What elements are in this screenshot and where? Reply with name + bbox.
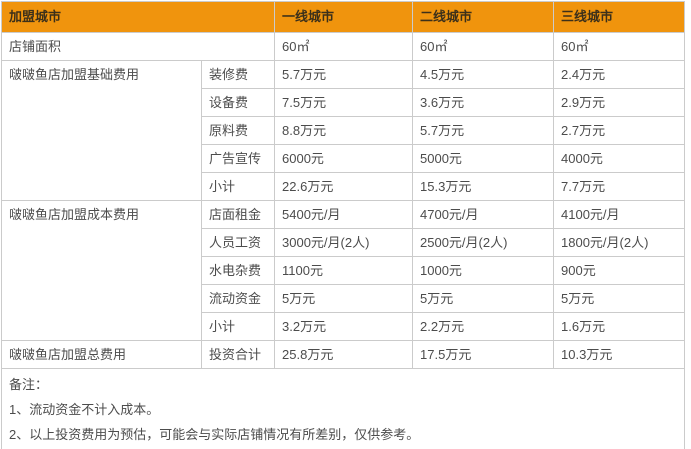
value-cell: 60㎡ [412, 32, 555, 61]
value-cell: 3.6万元 [412, 88, 555, 117]
value-cell: 4000元 [553, 144, 686, 173]
value-cell: 60㎡ [274, 32, 414, 61]
value-cell: 17.5万元 [412, 340, 555, 369]
value-cell: 4.5万元 [412, 60, 555, 89]
table-row: 设备费 7.5万元 3.6万元 2.9万元 [2, 88, 686, 117]
item-label: 投资合计 [200, 340, 276, 369]
header-tier2-city: 二线城市 [412, 1, 555, 33]
item-label: 水电杂费 [200, 256, 276, 285]
table-row: 小计 22.6万元 15.3万元 7.7万元 [2, 172, 686, 201]
value-cell: 5万元 [553, 284, 686, 313]
value-cell: 5000元 [412, 144, 555, 173]
value-cell: 10.3万元 [553, 340, 686, 369]
value-cell: 2.9万元 [553, 88, 686, 117]
shop-area-row: 店铺面积 60㎡ 60㎡ 60㎡ [0, 32, 686, 61]
notes-item-2: 2、以上投资费用为预估，可能会与实际店铺情况有所差别，仅供参考。 [9, 427, 420, 442]
value-cell: 900元 [553, 256, 686, 285]
header-tier3-city: 三线城市 [553, 1, 686, 33]
section-label-cost-fees: 啵啵鱼店加盟成本费用 [1, 200, 202, 341]
value-cell: 5.7万元 [412, 116, 555, 145]
table-row: 原料费 8.8万元 5.7万元 2.7万元 [2, 116, 686, 145]
header-tier1-city: 一线城市 [274, 1, 414, 33]
notes-title: 备注： [9, 377, 49, 392]
value-cell: 6000元 [274, 144, 414, 173]
value-cell: 2.2万元 [412, 312, 555, 341]
section-label-basic-fees: 啵啵鱼店加盟基础费用 [1, 60, 202, 201]
table-row: 流动资金 5万元 5万元 5万元 [2, 284, 686, 313]
value-cell: 5.7万元 [274, 60, 414, 89]
value-cell: 5万元 [412, 284, 555, 313]
item-label: 小计 [200, 312, 276, 341]
value-cell: 60㎡ [553, 32, 686, 61]
value-cell: 15.3万元 [412, 172, 555, 201]
value-cell: 1000元 [412, 256, 555, 285]
value-cell: 2.4万元 [553, 60, 686, 89]
table-row: 水电杂费 1100元 1000元 900元 [2, 256, 686, 285]
header-row: 加盟城市 一线城市 二线城市 三线城市 [0, 1, 686, 33]
value-cell: 4700元/月 [412, 200, 555, 229]
value-cell: 1100元 [274, 256, 414, 285]
total-row: 啵啵鱼店加盟总费用 投资合计 25.8万元 17.5万元 10.3万元 [1, 340, 686, 369]
table-row: 啵啵鱼店加盟基础费用 装修费 5.7万元 4.5万元 2.4万元 [1, 60, 686, 201]
value-cell: 5400元/月 [274, 200, 414, 229]
value-cell: 2500元/月(2人) [412, 228, 555, 257]
item-label: 店面租金 [200, 200, 276, 229]
table-row: 广告宣传 6000元 5000元 4000元 [2, 144, 686, 173]
row-label-shop-area: 店铺面积 [0, 32, 276, 61]
value-cell: 25.8万元 [274, 340, 414, 369]
item-label: 流动资金 [200, 284, 276, 313]
value-cell: 3.2万元 [274, 312, 414, 341]
notes-row: 备注： 1、流动资金不计入成本。 2、以上投资费用为预估，可能会与实际店铺情况有… [0, 368, 686, 449]
value-cell: 8.8万元 [274, 116, 414, 145]
table-row: 啵啵鱼店加盟成本费用 店面租金 5400元/月 4700元/月 4100元/月 [1, 200, 686, 341]
value-cell: 1800元/月(2人) [553, 228, 686, 257]
value-cell: 3000元/月(2人) [274, 228, 414, 257]
notes-item-1: 1、流动资金不计入成本。 [9, 402, 160, 417]
item-label: 人员工资 [200, 228, 276, 257]
item-label: 广告宣传 [200, 144, 276, 173]
value-cell: 5万元 [274, 284, 414, 313]
value-cell: 7.5万元 [274, 88, 414, 117]
notes-cell: 备注： 1、流动资金不计入成本。 2、以上投资费用为预估，可能会与实际店铺情况有… [0, 368, 686, 449]
section-label-total-fees: 啵啵鱼店加盟总费用 [1, 340, 202, 369]
value-cell: 2.7万元 [553, 116, 686, 145]
item-label: 设备费 [200, 88, 276, 117]
value-cell: 7.7万元 [553, 172, 686, 201]
table-row: 人员工资 3000元/月(2人) 2500元/月(2人) 1800元/月(2人) [2, 228, 686, 257]
item-label: 装修费 [200, 60, 276, 89]
item-label: 小计 [200, 172, 276, 201]
value-cell: 22.6万元 [274, 172, 414, 201]
item-label: 原料费 [200, 116, 276, 145]
value-cell: 4100元/月 [553, 200, 686, 229]
header-franchise-city: 加盟城市 [0, 1, 276, 33]
value-cell: 1.6万元 [553, 312, 686, 341]
table-row: 小计 3.2万元 2.2万元 1.6万元 [2, 312, 686, 341]
